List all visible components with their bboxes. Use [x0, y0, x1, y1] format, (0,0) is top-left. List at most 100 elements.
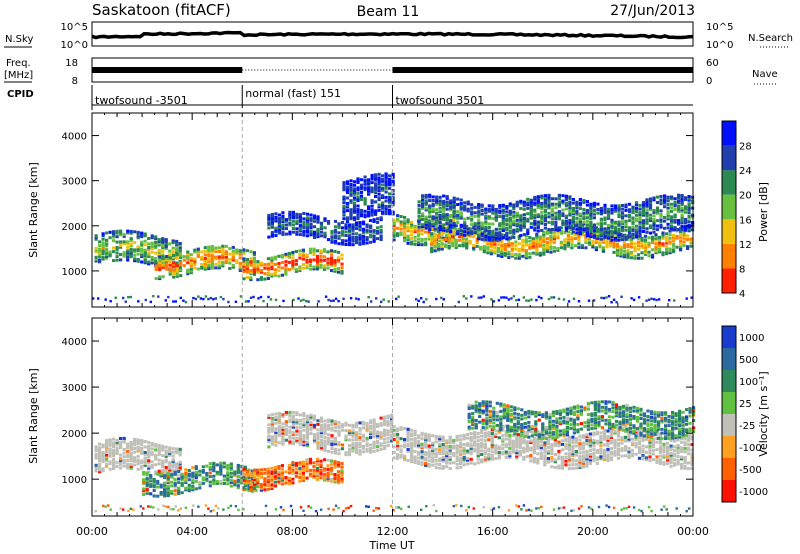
echo-cell — [342, 297, 345, 300]
echo-cell — [606, 207, 611, 211]
echo-cell — [170, 489, 174, 493]
echo-cell — [406, 444, 410, 448]
echo-cell — [484, 236, 488, 240]
echo-cell — [351, 442, 355, 446]
echo-cell — [431, 228, 435, 231]
echo-cell — [575, 220, 579, 224]
echo-cell — [212, 461, 216, 465]
echo-cell — [329, 463, 334, 466]
echo-cell — [519, 217, 523, 221]
echo-cell — [340, 462, 344, 465]
echo-cell — [575, 216, 579, 220]
echo-cell — [668, 249, 672, 253]
echo-cell — [543, 195, 547, 199]
echo-cell — [650, 253, 655, 257]
echo-cell — [654, 235, 658, 238]
echo-cell — [553, 458, 557, 462]
echo-cell — [226, 482, 230, 486]
echo-cell — [480, 449, 484, 453]
echo-cell — [217, 257, 221, 261]
echo-cell — [420, 437, 424, 441]
echo-cell — [358, 441, 362, 445]
echo-cell — [517, 255, 521, 258]
echo-cell — [475, 239, 479, 243]
echo-cell — [571, 221, 575, 225]
echo-cell — [613, 226, 618, 230]
echo-cell — [445, 465, 449, 469]
echo-cell — [274, 443, 278, 447]
echo-cell — [119, 460, 123, 464]
echo-cell — [424, 202, 428, 206]
echo-cell — [259, 485, 263, 488]
echo-cell — [284, 438, 288, 442]
echo-cell — [631, 220, 635, 224]
echo-cell — [221, 262, 225, 266]
echo-cell — [524, 234, 528, 238]
echo-cell — [659, 225, 663, 229]
echo-cell — [508, 435, 512, 439]
echo-cell — [142, 493, 146, 496]
echo-cell — [267, 428, 271, 432]
echo-cell — [200, 263, 204, 266]
echo-cell — [515, 218, 519, 222]
echo-cell — [273, 255, 277, 259]
echo-cell — [566, 244, 570, 248]
echo-cell — [613, 204, 618, 208]
echo-cell — [354, 425, 359, 429]
echo-cell — [359, 210, 364, 214]
echo-cell — [435, 219, 439, 222]
echo-cell — [316, 432, 320, 436]
echo-cell — [670, 202, 674, 206]
echo-cell — [98, 247, 102, 251]
echo-cell — [547, 215, 551, 219]
echo-cell — [136, 245, 140, 249]
echo-cell — [205, 477, 209, 481]
echo-cell — [308, 258, 313, 262]
echo-cell — [501, 450, 505, 454]
echo-cell — [315, 466, 320, 470]
echo-cell — [337, 224, 341, 228]
echo-cell — [431, 217, 435, 221]
echo-cell — [277, 474, 281, 478]
echo-cell — [309, 413, 313, 417]
echo-cell — [94, 447, 98, 451]
echo-cell — [440, 242, 444, 246]
echo-cell — [480, 429, 484, 432]
echo-cell — [687, 216, 691, 220]
echo-cell — [645, 200, 649, 204]
echo-cell — [574, 444, 578, 448]
echo-cell — [515, 440, 519, 443]
echo-cell — [399, 224, 403, 227]
echo-cell — [291, 219, 295, 223]
echo-cell — [512, 235, 516, 239]
echo-cell — [687, 229, 691, 233]
echo-cell — [351, 447, 355, 451]
echo-cell — [399, 437, 403, 441]
echo-cell — [270, 220, 274, 224]
echo-cell — [207, 267, 211, 271]
echo-cell — [648, 213, 653, 217]
echo-cell — [292, 298, 295, 302]
echo-cell — [291, 431, 295, 435]
echo-cell — [273, 268, 277, 272]
echo-cell — [133, 459, 137, 463]
echo-cell — [154, 470, 158, 474]
echo-cell — [263, 488, 267, 492]
echo-cell — [140, 461, 144, 465]
echo-cell — [553, 441, 557, 445]
echo-cell — [377, 178, 381, 182]
echo-cell — [302, 233, 306, 237]
echo-cell — [119, 231, 123, 235]
echo-cell — [143, 460, 147, 464]
echo-cell — [594, 246, 598, 250]
echo-cell — [349, 188, 353, 192]
echo-cell — [561, 208, 565, 212]
echo-cell — [613, 238, 618, 242]
echo-cell — [497, 451, 501, 454]
echo-cell — [490, 439, 494, 443]
echo-cell — [201, 481, 205, 485]
echo-cell — [372, 429, 376, 433]
echo-cell — [459, 434, 463, 438]
echo-cell — [245, 481, 249, 485]
echo-cell — [668, 242, 672, 246]
